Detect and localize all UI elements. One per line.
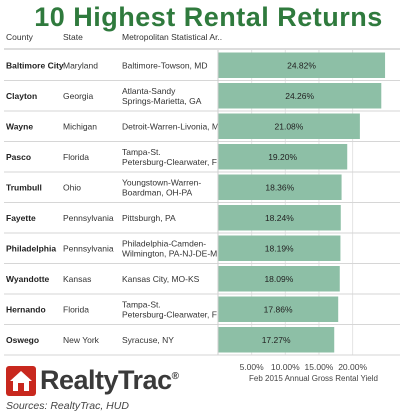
- msa-label: Syracuse, NY: [122, 335, 174, 345]
- bar: [218, 327, 335, 353]
- county-label: Philadelphia: [6, 243, 56, 253]
- registered-mark: ®: [171, 371, 179, 382]
- msa-label: Tampa-St.: [122, 147, 161, 157]
- msa-label: Boardman, OH-PA: [122, 187, 193, 197]
- bar: [218, 235, 341, 261]
- state-label: New York: [63, 335, 100, 345]
- x-tick-label: 15.00%: [305, 362, 334, 372]
- value-label: 19.20%: [268, 152, 297, 162]
- state-label: Michigan: [63, 121, 97, 131]
- source-note: Sources: RealtyTrac, HUD: [6, 400, 129, 412]
- bar: [218, 205, 341, 231]
- logo-text: RealtyTrac: [40, 365, 172, 395]
- bar: [218, 296, 339, 322]
- county-label: Baltimore City: [6, 60, 64, 70]
- msa-label: Detroit-Warren-Livonia, MI: [122, 121, 221, 131]
- msa-label: Springs-Marietta, GA: [122, 96, 202, 106]
- x-tick-label: 5.00%: [240, 362, 265, 372]
- msa-label: Petersburg-Clearwater, FL: [122, 309, 222, 319]
- county-label: Oswego: [6, 335, 39, 345]
- msa-label: Atlanta-Sandy: [122, 86, 176, 96]
- state-label: Florida: [63, 304, 89, 314]
- county-label: Wyandotte: [6, 274, 50, 284]
- msa-label: Pittsburgh, PA: [122, 213, 176, 223]
- bar: [218, 266, 340, 292]
- bar: [218, 144, 348, 170]
- msa-label: Tampa-St.: [122, 299, 161, 309]
- msa-label: Youngstown-Warren-: [122, 177, 201, 187]
- column-header: Metropolitan Statistical Ar..: [122, 32, 222, 42]
- value-label: 18.19%: [265, 243, 294, 253]
- state-label: Pennsylvania: [63, 213, 114, 223]
- value-label: 18.36%: [265, 182, 294, 192]
- state-label: Maryland: [63, 60, 98, 70]
- column-header: State: [63, 32, 83, 42]
- county-label: Trumbull: [6, 182, 42, 192]
- x-axis-label: Feb 2015 Annual Gross Rental Yield: [249, 374, 378, 383]
- value-label: 18.09%: [264, 274, 293, 284]
- county-label: Pasco: [6, 152, 31, 162]
- county-label: Clayton: [6, 91, 37, 101]
- x-tick-label: 10.00%: [271, 362, 300, 372]
- column-header: County: [6, 32, 34, 42]
- value-label: 18.24%: [265, 213, 294, 223]
- value-label: 21.08%: [275, 121, 304, 131]
- state-label: Kansas: [63, 274, 91, 284]
- county-label: Hernando: [6, 304, 46, 314]
- x-tick-label: 20.00%: [338, 362, 367, 372]
- state-label: Georgia: [63, 91, 94, 101]
- bar: [218, 83, 382, 109]
- county-label: Wayne: [6, 121, 33, 131]
- bar: [218, 174, 342, 200]
- msa-label: Kansas City, MO-KS: [122, 274, 200, 284]
- state-label: Florida: [63, 152, 89, 162]
- bar: [218, 52, 386, 78]
- value-label: 24.82%: [287, 60, 316, 70]
- chart-title: 10 Highest Rental Returns: [34, 2, 383, 32]
- house-logo-icon: [6, 366, 36, 396]
- county-label: Fayette: [6, 213, 36, 223]
- msa-label: Philadelphia-Camden-: [122, 238, 206, 248]
- logo-wordmark: RealtyTrac®: [40, 365, 179, 396]
- bar: [218, 113, 360, 139]
- msa-label: Baltimore-Towson, MD: [122, 60, 208, 70]
- msa-label: Wilmington, PA-NJ-DE-MD: [122, 248, 223, 258]
- state-label: Pennsylvania: [63, 243, 114, 253]
- value-label: 24.26%: [285, 91, 314, 101]
- value-label: 17.27%: [262, 335, 291, 345]
- msa-label: Petersburg-Clearwater, FL: [122, 157, 222, 167]
- value-label: 17.86%: [264, 304, 293, 314]
- state-label: Ohio: [63, 182, 81, 192]
